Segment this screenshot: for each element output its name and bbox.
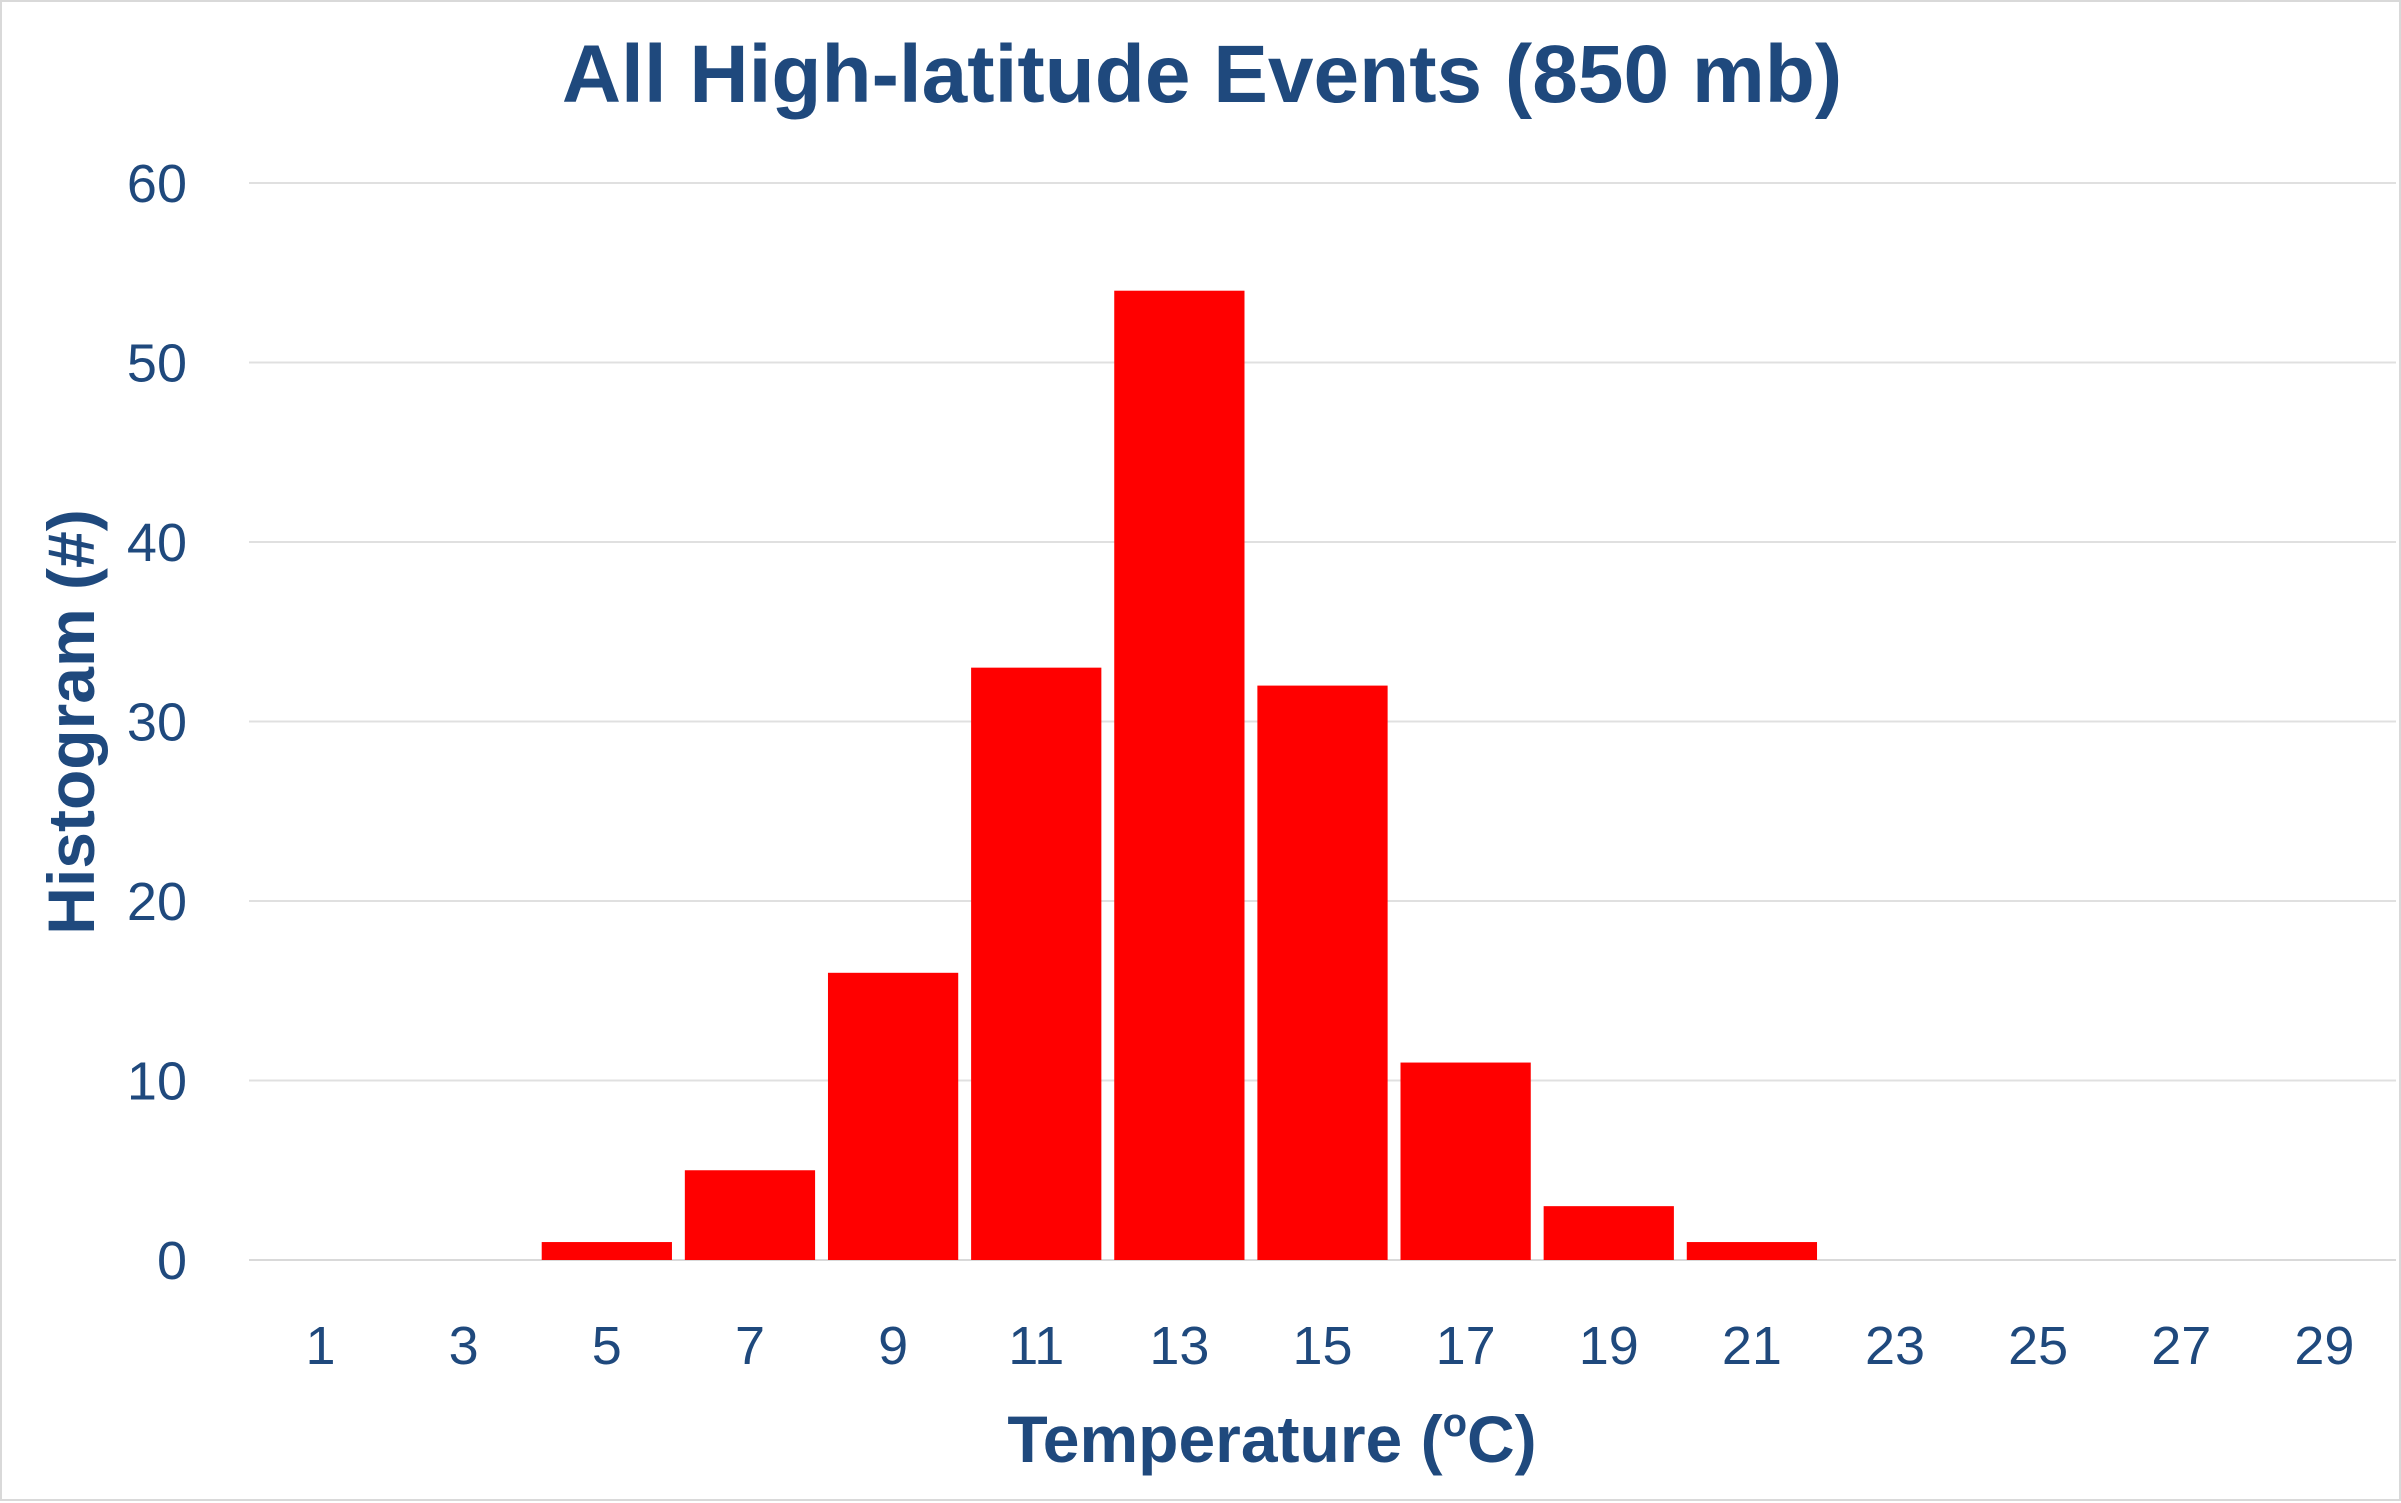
y-tick-label: 0 <box>157 1231 187 1291</box>
x-axis-title: Temperature (oC) <box>1007 1401 1536 1476</box>
bar-11 <box>971 667 1102 1260</box>
x-axis-title-end: C) <box>1467 1402 1537 1476</box>
bar-21 <box>1686 1242 1818 1260</box>
y-axis-ticks: 0 10 20 30 40 50 60 <box>127 154 187 1291</box>
y-tick-label: 50 <box>127 334 187 394</box>
y-tick-label: 30 <box>127 693 187 753</box>
x-tick-label: 11 <box>1008 1316 1064 1376</box>
x-tick-label: 15 <box>1292 1316 1352 1376</box>
x-tick-label: 17 <box>1436 1316 1496 1376</box>
x-tick-label: 9 <box>878 1316 908 1376</box>
x-axis-ticks: 1 3 5 7 9 11 13 15 17 19 21 23 25 27 29 <box>306 1316 2355 1376</box>
y-tick-label: 40 <box>127 513 187 573</box>
bar-5 <box>541 1242 672 1260</box>
x-axis-title-main: Temperature ( <box>1007 1402 1442 1476</box>
bar-9 <box>827 972 959 1260</box>
x-tick-label: 19 <box>1579 1316 1639 1376</box>
y-tick-label: 10 <box>127 1052 187 1112</box>
x-tick-label: 23 <box>1865 1316 1925 1376</box>
x-axis-title-superscript: o <box>1443 1401 1467 1445</box>
bar-15 <box>1257 685 1388 1260</box>
bar-17 <box>1400 1062 1531 1260</box>
y-tick-label: 60 <box>127 154 187 214</box>
y-axis-title: Histogram (#) <box>34 509 108 934</box>
x-tick-label: 5 <box>592 1316 622 1376</box>
bar-7 <box>684 1170 816 1260</box>
y-tick-label: 20 <box>127 872 187 932</box>
x-tick-label: 21 <box>1722 1316 1782 1376</box>
x-tick-label: 3 <box>449 1316 479 1376</box>
x-tick-label: 7 <box>735 1316 765 1376</box>
x-tick-label: 25 <box>2008 1316 2068 1376</box>
x-tick-label: 13 <box>1149 1316 1209 1376</box>
bar-13 <box>1114 290 1245 1260</box>
x-tick-label: 27 <box>2151 1316 2211 1376</box>
bar-19 <box>1543 1206 1674 1260</box>
x-tick-label: 1 <box>306 1316 336 1376</box>
chart-title: All High-latitude Events (850 mb) <box>562 29 1842 120</box>
bars <box>541 290 1818 1260</box>
x-tick-label: 29 <box>2294 1316 2354 1376</box>
